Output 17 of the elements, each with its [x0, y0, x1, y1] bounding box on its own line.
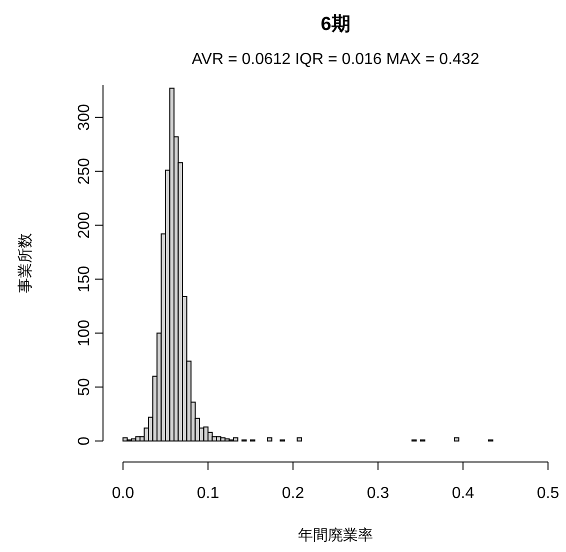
x-tick-label: 0.0 — [112, 485, 134, 502]
y-tick-label: 250 — [76, 158, 93, 185]
y-axis-title: 事業所数 — [17, 233, 34, 293]
x-tick-label: 0.2 — [282, 485, 304, 502]
chart-title: 6期 — [320, 14, 350, 35]
y-tick-label: 150 — [76, 266, 93, 293]
y-tick-label: 200 — [76, 212, 93, 239]
x-tick-label: 0.3 — [366, 485, 390, 502]
x-tick-label: 0.5 — [536, 485, 560, 502]
y-tick-label: 300 — [76, 104, 93, 131]
x-tick-label: 0.1 — [196, 485, 220, 502]
x-tick-label: 0.4 — [452, 485, 474, 502]
y-tick-label: 100 — [76, 320, 93, 346]
x-axis-title: 年間廃業率 — [298, 527, 373, 544]
y-tick-label: 50 — [76, 378, 93, 396]
y-tick-label: 0 — [76, 436, 93, 446]
chart-subtitle: AVR = 0.0612 IQR = 0.016 MAX = 0.432 — [192, 51, 480, 68]
